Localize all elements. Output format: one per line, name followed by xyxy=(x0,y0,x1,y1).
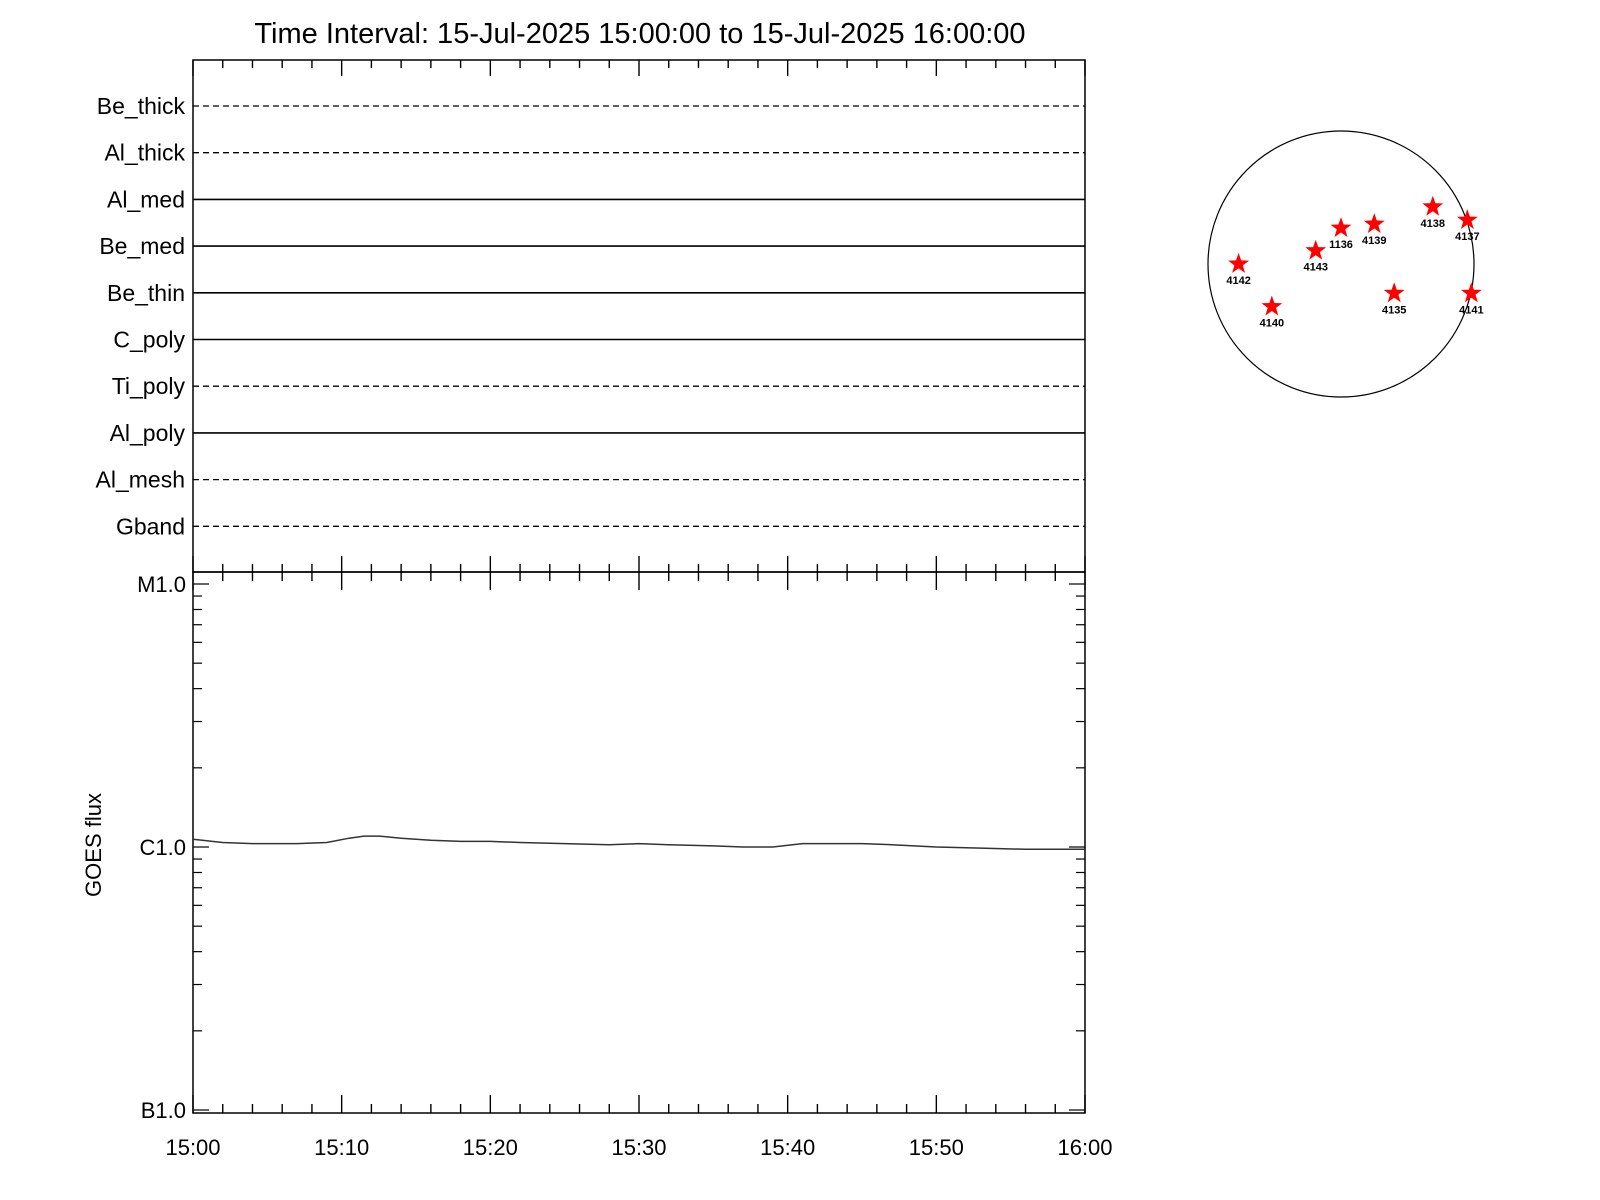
active-region-marker xyxy=(1261,295,1283,316)
active-region-marker xyxy=(1456,209,1478,229)
active-region-marker xyxy=(1330,217,1352,237)
timeline-frame xyxy=(192,59,1086,573)
active-region-marker xyxy=(1383,282,1405,303)
y-tick-label: B1.0 xyxy=(141,1098,186,1123)
x-tick-label: 15:20 xyxy=(463,1135,518,1160)
filter-label-gband: Gband xyxy=(116,513,185,539)
filter-label-be_med: Be_med xyxy=(99,233,185,259)
active-region-marker xyxy=(1305,239,1327,260)
chart-title: Time Interval: 15-Jul-2025 15:00:00 to 1… xyxy=(254,18,1025,50)
active-region-marker xyxy=(1228,253,1250,273)
x-tick-label: 15:10 xyxy=(314,1135,369,1160)
filter-label-al_med: Al_med xyxy=(107,186,185,212)
y-tick-label: C1.0 xyxy=(140,835,186,860)
active-region-label: 4140 xyxy=(1260,318,1284,330)
x-tick-label: 15:50 xyxy=(909,1135,964,1160)
x-tick-label: 15:00 xyxy=(165,1135,220,1160)
filter-label-be_thick: Be_thick xyxy=(97,93,186,119)
filter-label-al_mesh: Al_mesh xyxy=(96,467,185,493)
solar-disk-outline xyxy=(1207,130,1475,398)
goes-flux-line xyxy=(192,835,1085,851)
filter-label-ti_poly: Ti_poly xyxy=(112,373,186,399)
active-region-label: 4139 xyxy=(1362,235,1386,247)
filter-timeline-panel: Be_thick Al_thick Al_med Be_med Be_thin C_pol… xyxy=(96,59,1086,573)
active-region-label: 4143 xyxy=(1303,262,1327,274)
x-tick-label: 15:30 xyxy=(611,1135,666,1160)
goes-flux-panel: 15:00 15:10 15:20 15:30 15:40 15:50 16:00 M1.0 C… xyxy=(81,571,1113,1160)
active-region-label: 4137 xyxy=(1455,231,1479,243)
x-tick-label: 15:40 xyxy=(760,1135,815,1160)
active-region-marker xyxy=(1460,282,1482,303)
filter-label-al_thick: Al_thick xyxy=(104,140,185,166)
filter-label-al_poly: Al_poly xyxy=(110,420,186,446)
filter-label-c_poly: C_poly xyxy=(113,327,185,353)
active-region-label: 4138 xyxy=(1421,218,1445,230)
x-tick-label: 16:00 xyxy=(1057,1135,1112,1160)
active-region-marker xyxy=(1422,195,1444,216)
y-axis-label: GOES flux xyxy=(81,793,106,897)
active-region-label: 4142 xyxy=(1226,275,1250,287)
active-region-label: 4141 xyxy=(1459,304,1483,316)
active-region-label: 4135 xyxy=(1382,304,1406,316)
active-region-marker xyxy=(1363,213,1385,233)
filter-label-be_thin: Be_thin xyxy=(107,280,185,306)
active-region-label: 1136 xyxy=(1329,239,1353,251)
y-tick-label: M1.0 xyxy=(137,572,186,597)
